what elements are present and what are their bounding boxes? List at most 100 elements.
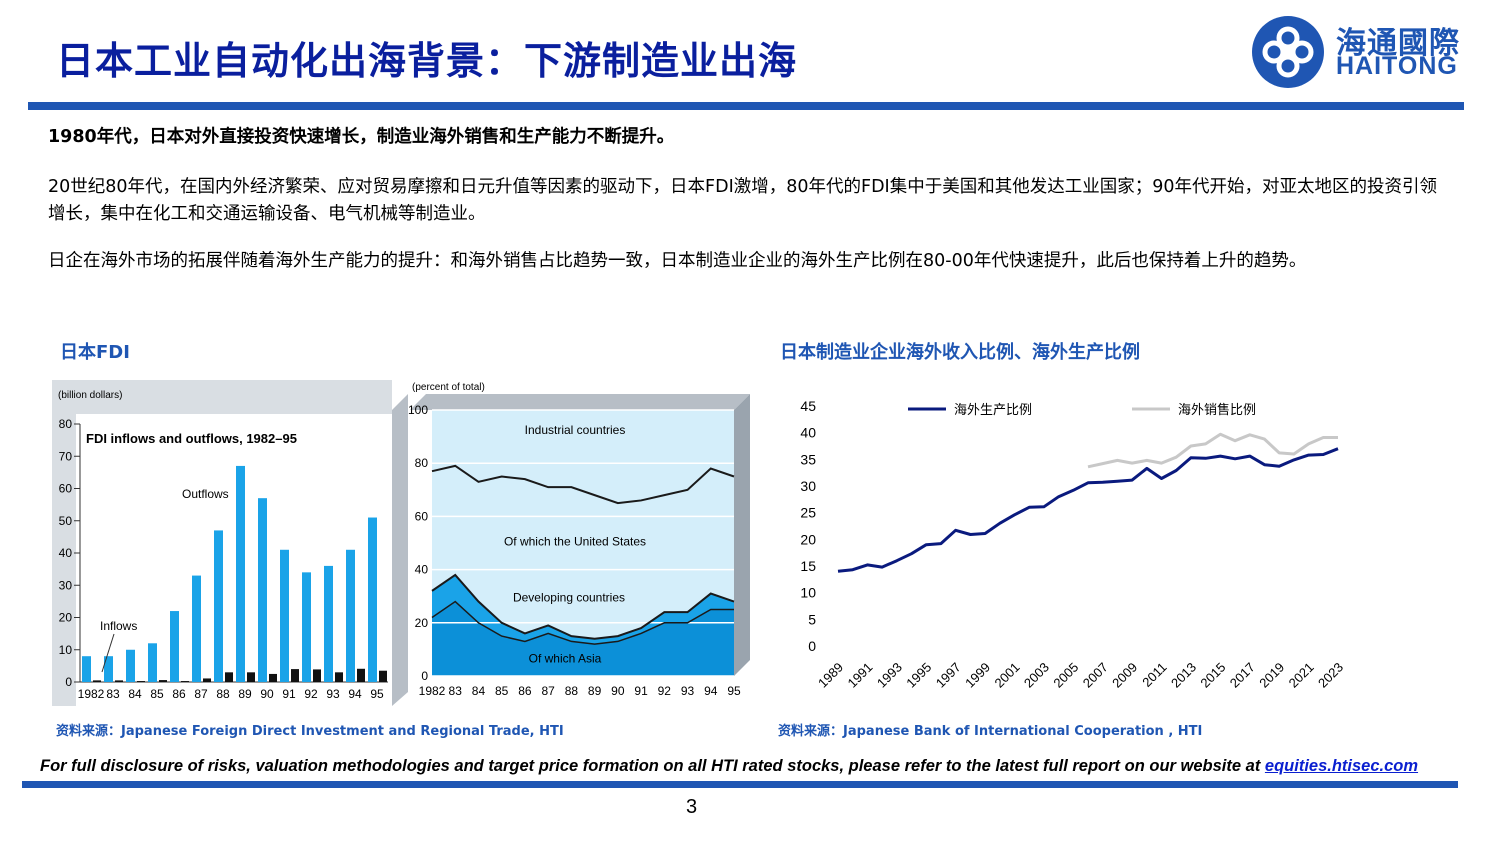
line-xtick-label: 1997 (933, 660, 964, 691)
area-xtick-label: 88 (565, 684, 579, 698)
line-xtick-label: 2015 (1197, 660, 1228, 691)
line-ytick-label: 5 (808, 611, 816, 627)
line-xtick-label: 2013 (1168, 660, 1199, 691)
line-ytick-label: 40 (800, 425, 816, 441)
inflow-bar (115, 680, 123, 682)
haitong-logo (1252, 16, 1324, 88)
area-xtick-label: 94 (704, 684, 718, 698)
united-states-annotation: Of which the United States (504, 535, 646, 549)
outflow-bar (82, 656, 91, 682)
bar-xtick-label: 83 (106, 687, 120, 701)
area-ytick-label: 40 (415, 563, 429, 577)
outflow-bar (368, 517, 377, 682)
outflow-bar (236, 465, 245, 682)
outflow-bar (148, 643, 157, 682)
bar-xtick-label: 95 (370, 687, 384, 701)
area-ytick-label: 60 (415, 509, 429, 523)
inflow-bar (93, 680, 101, 682)
area-xtick-label: 1982 (419, 684, 446, 698)
headline: 1980年代，日本对外直接投资快速增长，制造业海外销售和生产能力不断提升。 (48, 127, 675, 147)
line-ytick-label: 45 (800, 398, 816, 414)
source-note-left: 资料来源：Japanese Foreign Direct Investment … (56, 724, 564, 739)
footer-divider (22, 781, 1458, 788)
area-xtick-label: 95 (727, 684, 741, 698)
bar-ytick-label: 80 (59, 417, 73, 431)
line-xtick-label: 1999 (962, 660, 993, 691)
inflow-bar (269, 673, 277, 682)
area-xtick-label: 83 (449, 684, 463, 698)
bar-xtick-label: 85 (150, 687, 164, 701)
line-xtick-label: 1989 (815, 660, 846, 691)
line-xtick-label: 1991 (844, 660, 875, 691)
bar-xtick-label: 92 (304, 687, 318, 701)
area-panel-top (410, 394, 750, 410)
area-panel-side (734, 394, 750, 676)
industrial-annotation: Industrial countries (525, 423, 626, 437)
asia-area (432, 601, 734, 676)
area-ylabel: (percent of total) (412, 382, 485, 393)
right-chart-title: 日本制造业企业海外收入比例、海外生产比例 (780, 342, 1140, 363)
area-xtick-label: 84 (472, 684, 486, 698)
bar-ytick-label: 0 (65, 675, 72, 689)
bar-ytick-label: 70 (59, 449, 73, 463)
inflow-bar (203, 678, 211, 682)
area-xtick-label: 91 (634, 684, 648, 698)
bar-xtick-label: 91 (282, 687, 296, 701)
line-xtick-label: 1993 (874, 660, 905, 691)
line-xtick-label: 2005 (1050, 660, 1081, 691)
legend-sales-label: 海外销售比例 (1178, 402, 1256, 418)
source-note-right: 资料来源：Japanese Bank of International Coop… (778, 724, 1203, 739)
line-xtick-label: 1995 (903, 660, 934, 691)
line-ytick-label: 35 (800, 451, 816, 467)
area-xtick-label: 93 (681, 684, 695, 698)
inflow-bar (379, 670, 387, 682)
bar-ytick-label: 50 (59, 514, 73, 528)
paragraph-overseas-production: 日企在海外市场的拓展伴随着海外生产能力的提升：和海外销售占比趋势一致，日本制造业… (48, 251, 1307, 271)
legend-production-label: 海外生产比例 (954, 403, 1032, 418)
page-title: 日本工业自动化出海背景：下游制造业出海 (56, 38, 798, 83)
website-link[interactable]: equities.htisec.com (1264, 757, 1419, 775)
inflow-bar (291, 669, 299, 682)
bar-chart-title: FDI inflows and outflows, 1982–95 (86, 431, 297, 446)
inflow-bar (247, 672, 255, 682)
line-xtick-label: 2017 (1227, 660, 1258, 691)
bar-xtick-label: 1982 (78, 687, 105, 701)
outflow-bar (280, 549, 289, 682)
outflow-bar (324, 565, 333, 682)
outflow-bar (346, 549, 355, 682)
title-divider (28, 102, 1464, 110)
bar-ytick-label: 10 (59, 643, 73, 657)
asia-annotation: Of which Asia (529, 652, 602, 666)
industrial-line (431, 464, 735, 505)
line-xtick-label: 2009 (1109, 660, 1140, 691)
bar-ytick-label: 40 (59, 546, 73, 560)
asia-line (431, 600, 734, 645)
line-xtick-label: 2011 (1139, 660, 1169, 690)
area-xtick-label: 87 (541, 684, 555, 698)
overseas-sales-line (1087, 432, 1338, 469)
bar-xtick-label: 86 (172, 687, 186, 701)
outflow-bar (126, 649, 135, 682)
fdi-bar-chart: (billion dollars) FDI inflows and outflow… (52, 380, 408, 706)
area-ytick-label: 20 (415, 616, 429, 630)
outflow-bar (214, 530, 223, 682)
inflow-bar (357, 668, 365, 682)
bar-xtick-label: 94 (348, 687, 362, 701)
inflows-annotation: Inflows (100, 619, 137, 633)
bar-xtick-label: 90 (260, 687, 274, 701)
bar-xtick-label: 87 (194, 687, 208, 701)
bar-plot-bg (76, 414, 392, 706)
area-xtick-label: 89 (588, 684, 602, 698)
line-xtick-label: 2019 (1256, 660, 1287, 691)
line-ytick-label: 0 (808, 638, 816, 654)
outflow-bar (192, 575, 201, 682)
bar-ylabel: (billion dollars) (58, 390, 122, 401)
developing-annotation: Developing countries (513, 591, 625, 605)
line-ytick-label: 20 (800, 531, 816, 547)
line-ytick-label: 25 (800, 505, 816, 521)
fdi-area-chart: (percent of total) 0 20 40 60 80 100 1982 83 84 85… (408, 382, 750, 698)
disclaimer: For full disclosure of risks, valuation … (40, 757, 1418, 776)
inflows-pointer (101, 633, 115, 673)
left-chart-title: 日本FDI (60, 342, 130, 363)
line-ytick-label: 30 (800, 478, 816, 494)
